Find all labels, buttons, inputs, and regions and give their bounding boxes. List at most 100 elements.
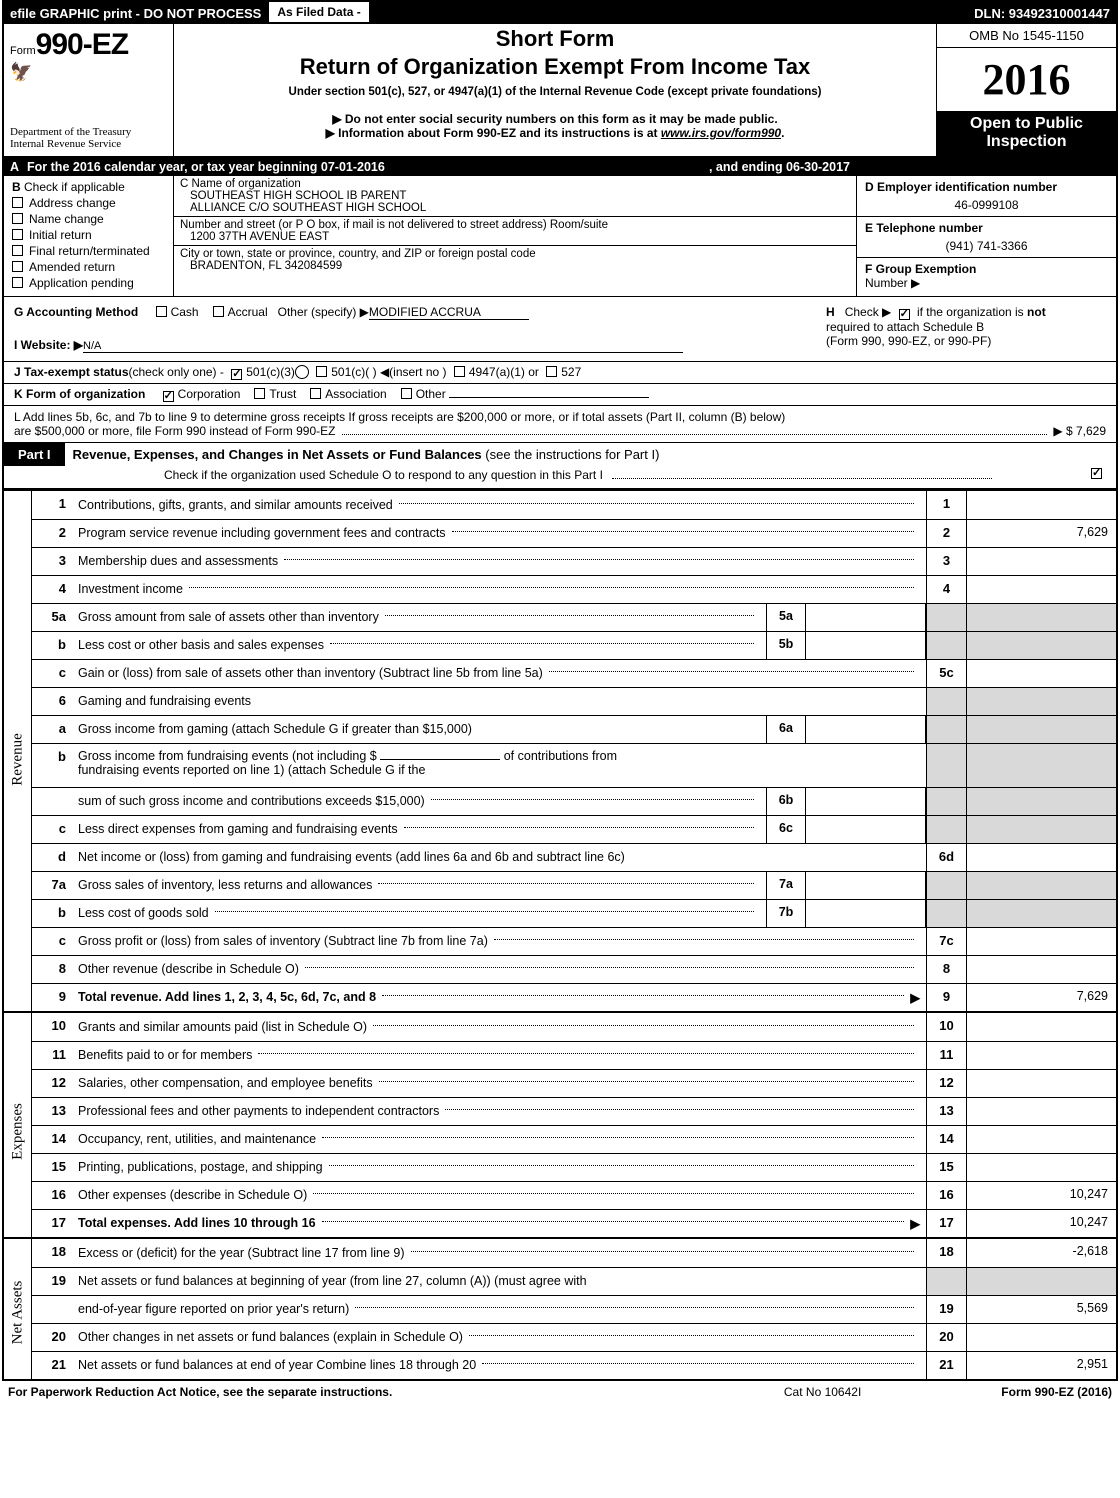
line-17: 17Total expenses. Add lines 10 through 1…	[32, 1209, 1116, 1237]
row-k: K Form of organization Corporation Trust…	[4, 384, 1116, 406]
line-7a: 7aGross sales of inventory, less returns…	[32, 871, 1116, 899]
section-b: B Check if applicable Address change Nam…	[4, 176, 174, 296]
line-5b: bLess cost or other basis and sales expe…	[32, 631, 1116, 659]
tax-year: 2016	[937, 48, 1116, 111]
line-13: 13Professional fees and other payments t…	[32, 1097, 1116, 1125]
revenue-section: Revenue 1Contributions, gifts, grants, a…	[4, 489, 1116, 1011]
dln: DLN: 93492310001447	[968, 2, 1116, 24]
form-subtitle: Under section 501(c), 527, or 4947(a)(1)…	[180, 86, 930, 98]
line-5c: cGain or (loss) from sale of assets othe…	[32, 659, 1116, 687]
line-16: 16Other expenses (describe in Schedule O…	[32, 1181, 1116, 1209]
checkbox-icon	[12, 213, 23, 224]
row-a: A For the 2016 calendar year, or tax yea…	[4, 158, 1116, 176]
checkbox-icon[interactable]	[454, 366, 465, 377]
row-h: H Check ▶ if the organization is not req…	[816, 297, 1116, 361]
form-container: efile GRAPHIC print - DO NOT PROCESS As …	[2, 0, 1118, 1381]
section-ghi: G Accounting Method Cash Accrual Other (…	[4, 297, 1116, 362]
org-city-block: City or town, state or province, country…	[174, 246, 856, 274]
treasury-seal-icon: 🦅	[10, 62, 167, 83]
expenses-side-label: Expenses	[4, 1013, 32, 1237]
checkbox-checked-icon[interactable]	[1091, 468, 1102, 479]
line-10: 10Grants and similar amounts paid (list …	[32, 1013, 1116, 1041]
checkbox-icon	[12, 261, 23, 272]
line-1: 1Contributions, gifts, grants, and simil…	[32, 491, 1116, 519]
section-d: D Employer identification number 46-0999…	[857, 176, 1116, 217]
checkbox-icon	[12, 245, 23, 256]
line-14: 14Occupancy, rent, utilities, and mainte…	[32, 1125, 1116, 1153]
ssn-warning: ▶ Do not enter social security numbers o…	[180, 112, 930, 126]
header-right: OMB No 1545-1150 2016 Open to Public Ins…	[936, 24, 1116, 156]
checkbox-icon[interactable]	[156, 306, 167, 317]
irs-link[interactable]: www.irs.gov/form990	[661, 126, 781, 140]
section-e: E Telephone number (941) 741-3366	[857, 217, 1116, 258]
short-form-label: Short Form	[180, 26, 930, 52]
row-l: L Add lines 5b, 6c, and 7b to line 9 to …	[4, 406, 1116, 442]
form-title: Return of Organization Exempt From Incom…	[180, 54, 930, 80]
line-19a: 19Net assets or fund balances at beginni…	[32, 1267, 1116, 1295]
info-line: ▶ Information about Form 990-EZ and its …	[180, 126, 930, 140]
checkbox-icon[interactable]	[546, 366, 557, 377]
line-7c: cGross profit or (loss) from sales of in…	[32, 927, 1116, 955]
form-title-block: Short Form Return of Organization Exempt…	[174, 24, 936, 156]
line-20: 20Other changes in net assets or fund ba…	[32, 1323, 1116, 1351]
line-18: 18Excess or (deficit) for the year (Subt…	[32, 1239, 1116, 1267]
form-number: Form990-EZ	[10, 28, 167, 62]
row-g: G Accounting Method Cash Accrual Other (…	[14, 305, 806, 320]
line-4: 4Investment income4	[32, 575, 1116, 603]
checkbox-icon[interactable]	[316, 366, 327, 377]
line-6b: b Gross income from fundraising events (…	[32, 743, 1116, 787]
line-6a: aGross income from gaming (attach Schedu…	[32, 715, 1116, 743]
check-amended-return[interactable]: Amended return	[12, 260, 165, 274]
as-filed-label: As Filed Data -	[267, 2, 370, 24]
part-i-header: Part I Revenue, Expenses, and Changes in…	[4, 442, 1116, 466]
expenses-section: Expenses 10Grants and similar amounts pa…	[4, 1011, 1116, 1237]
row-j: J Tax-exempt status(check only one) - 50…	[4, 362, 1116, 384]
omb-number: OMB No 1545-1150	[937, 24, 1116, 48]
net-assets-side-label: Net Assets	[4, 1239, 32, 1379]
line-8: 8Other revenue (describe in Schedule O)8	[32, 955, 1116, 983]
line-6b-sum: sum of such gross income and contributio…	[32, 787, 1116, 815]
line-19b: end-of-year figure reported on prior yea…	[32, 1295, 1116, 1323]
checkbox-checked-icon[interactable]	[163, 391, 174, 402]
checkbox-checked-icon[interactable]	[231, 369, 242, 380]
part-i-sub: Check if the organization used Schedule …	[4, 466, 1116, 489]
block-bcdef: B Check if applicable Address change Nam…	[4, 176, 1116, 297]
checkbox-icon	[12, 229, 23, 240]
magnifier-icon	[295, 365, 309, 379]
line-7b: bLess cost of goods sold7b	[32, 899, 1116, 927]
section-def: D Employer identification number 46-0999…	[856, 176, 1116, 296]
checkbox-icon	[12, 277, 23, 288]
checkbox-icon	[12, 197, 23, 208]
org-address-block: Number and street (or P O box, if mail i…	[174, 217, 856, 246]
checkbox-icon[interactable]	[254, 388, 265, 399]
dept-treasury: Department of the Treasury Internal Reve…	[10, 126, 167, 150]
line-6d: dNet income or (loss) from gaming and fu…	[32, 843, 1116, 871]
line-21: 21Net assets or fund balances at end of …	[32, 1351, 1116, 1379]
efile-notice: efile GRAPHIC print - DO NOT PROCESS	[4, 2, 267, 24]
checkbox-icon[interactable]	[401, 388, 412, 399]
open-to-public: Open to Public Inspection	[937, 111, 1116, 156]
line-6: 6Gaming and fundraising events	[32, 687, 1116, 715]
form-number-block: Form990-EZ 🦅 Department of the Treasury …	[4, 24, 174, 156]
check-initial-return[interactable]: Initial return	[12, 228, 165, 242]
checkbox-icon[interactable]	[213, 306, 224, 317]
page-footer: For Paperwork Reduction Act Notice, see …	[2, 1381, 1118, 1403]
form-header: Form990-EZ 🦅 Department of the Treasury …	[4, 24, 1116, 158]
line-9: 9Total revenue. Add lines 1, 2, 3, 4, 5c…	[32, 983, 1116, 1011]
org-name-block: C Name of organization SOUTHEAST HIGH SC…	[174, 176, 856, 217]
line-3: 3Membership dues and assessments3	[32, 547, 1116, 575]
top-bar: efile GRAPHIC print - DO NOT PROCESS As …	[4, 2, 1116, 24]
net-assets-section: Net Assets 18Excess or (deficit) for the…	[4, 1237, 1116, 1379]
check-name-change[interactable]: Name change	[12, 212, 165, 226]
line-12: 12Salaries, other compensation, and empl…	[32, 1069, 1116, 1097]
revenue-side-label: Revenue	[4, 491, 32, 1011]
check-application-pending[interactable]: Application pending	[12, 276, 165, 290]
line-5a: 5aGross amount from sale of assets other…	[32, 603, 1116, 631]
check-final-return[interactable]: Final return/terminated	[12, 244, 165, 258]
checkbox-checked-icon[interactable]	[899, 309, 910, 320]
check-address-change[interactable]: Address change	[12, 196, 165, 210]
checkbox-icon[interactable]	[310, 388, 321, 399]
section-f: F Group Exemption Number ▶	[857, 258, 1116, 294]
line-11: 11Benefits paid to or for members11	[32, 1041, 1116, 1069]
line-6c: cLess direct expenses from gaming and fu…	[32, 815, 1116, 843]
